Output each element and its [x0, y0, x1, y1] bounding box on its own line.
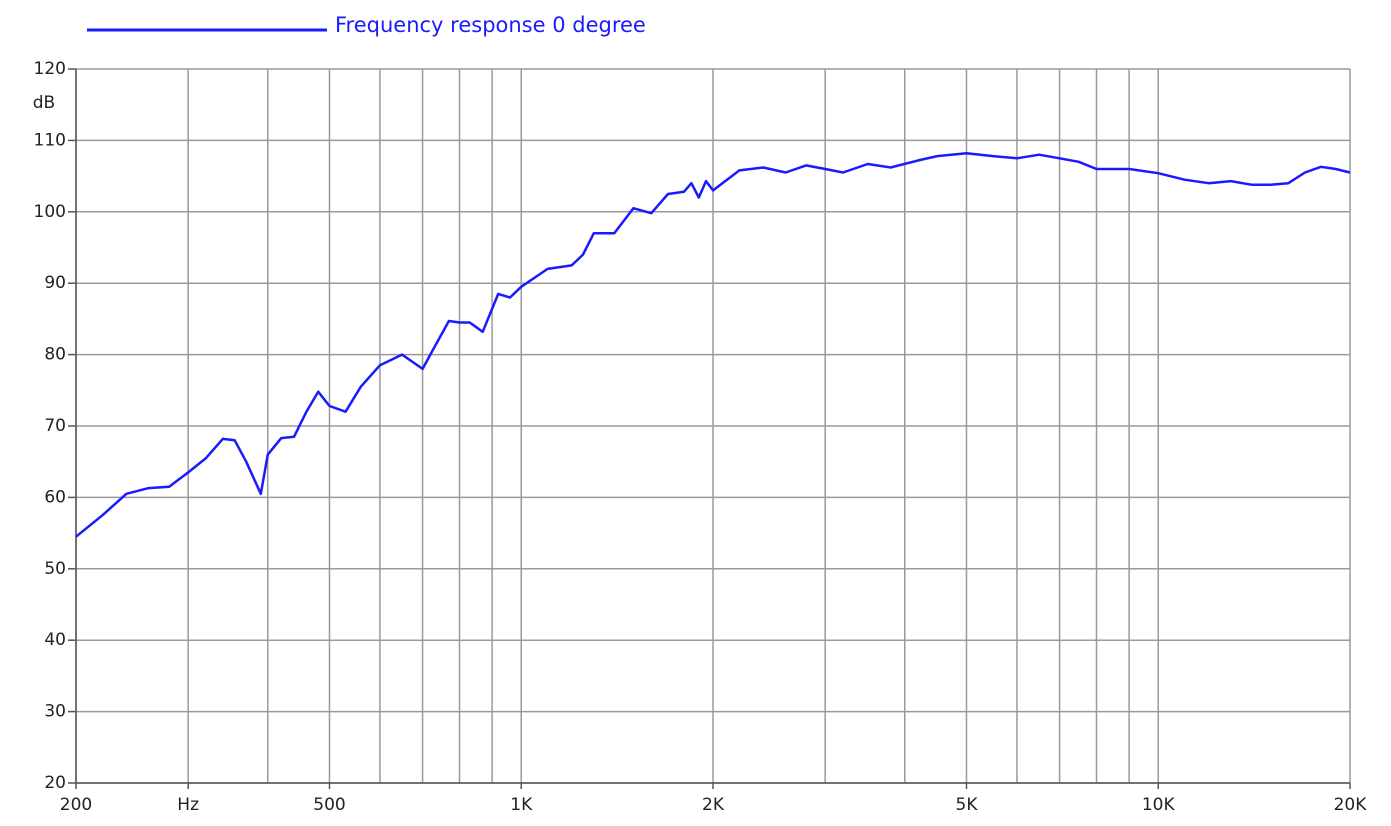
- y-tick-label: 90: [44, 273, 66, 293]
- x-tick-label: 20K: [1334, 795, 1368, 815]
- y-tick-label: 70: [44, 416, 66, 436]
- x-tick-label: 500: [313, 795, 345, 815]
- x-tick-label: 2K: [702, 795, 725, 815]
- y-tick-label: 100: [34, 202, 66, 222]
- y-tick-label: 60: [44, 487, 66, 507]
- y-tick-label: 120: [34, 59, 66, 79]
- series-line: [75, 152, 1351, 538]
- y-tick-label: 110: [34, 130, 66, 150]
- x-tick-label: 1K: [510, 795, 533, 815]
- x-tick-label: Hz: [177, 795, 199, 815]
- legend-label: Frequency response 0 degree: [335, 13, 646, 37]
- y-tick-label: 40: [44, 630, 66, 650]
- x-tick-label: 200: [60, 795, 92, 815]
- y-tick-label: 30: [44, 702, 66, 722]
- y-tick-label: 20: [44, 773, 66, 793]
- y-tick-label: 50: [44, 559, 66, 579]
- x-tick-label: 5K: [956, 795, 979, 815]
- y-unit: dB: [33, 93, 55, 113]
- x-tick-label: 10K: [1142, 795, 1176, 815]
- y-tick-label: 80: [44, 345, 66, 365]
